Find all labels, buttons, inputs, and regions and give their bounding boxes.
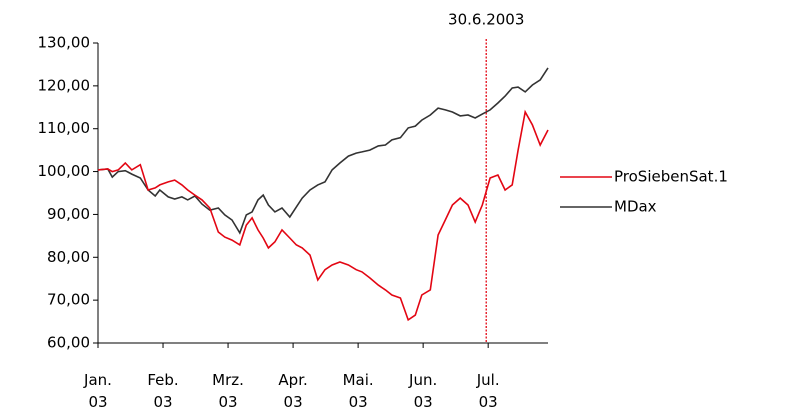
y-tick-label: 120,00 bbox=[38, 76, 91, 94]
y-tick-label: 70,00 bbox=[47, 291, 90, 309]
annotation-label: 30.6.2003 bbox=[448, 11, 524, 29]
x-tick-label: Jun. 03 bbox=[408, 371, 437, 411]
x-tick-label: Jul. 03 bbox=[476, 371, 500, 411]
legend-label: MDax bbox=[614, 198, 657, 216]
y-tick-label: 100,00 bbox=[38, 162, 91, 180]
y-tick-label: 110,00 bbox=[38, 119, 91, 137]
y-tick-label: 130,00 bbox=[38, 34, 91, 52]
legend-label: ProSiebenSat.1 bbox=[614, 168, 728, 186]
y-tick-label: 60,00 bbox=[47, 334, 90, 352]
y-tick-label: 90,00 bbox=[47, 205, 90, 223]
series-line bbox=[97, 67, 549, 235]
series-line bbox=[97, 109, 549, 322]
x-tick-label: Jan. 03 bbox=[83, 371, 112, 411]
y-tick-label: 80,00 bbox=[47, 248, 90, 266]
x-tick-label: Mrz. 03 bbox=[212, 371, 244, 411]
x-tick-label: Apr. 03 bbox=[278, 371, 307, 411]
x-tick-label: Feb. 03 bbox=[147, 371, 178, 411]
x-tick-label: Mai. 03 bbox=[343, 371, 374, 411]
